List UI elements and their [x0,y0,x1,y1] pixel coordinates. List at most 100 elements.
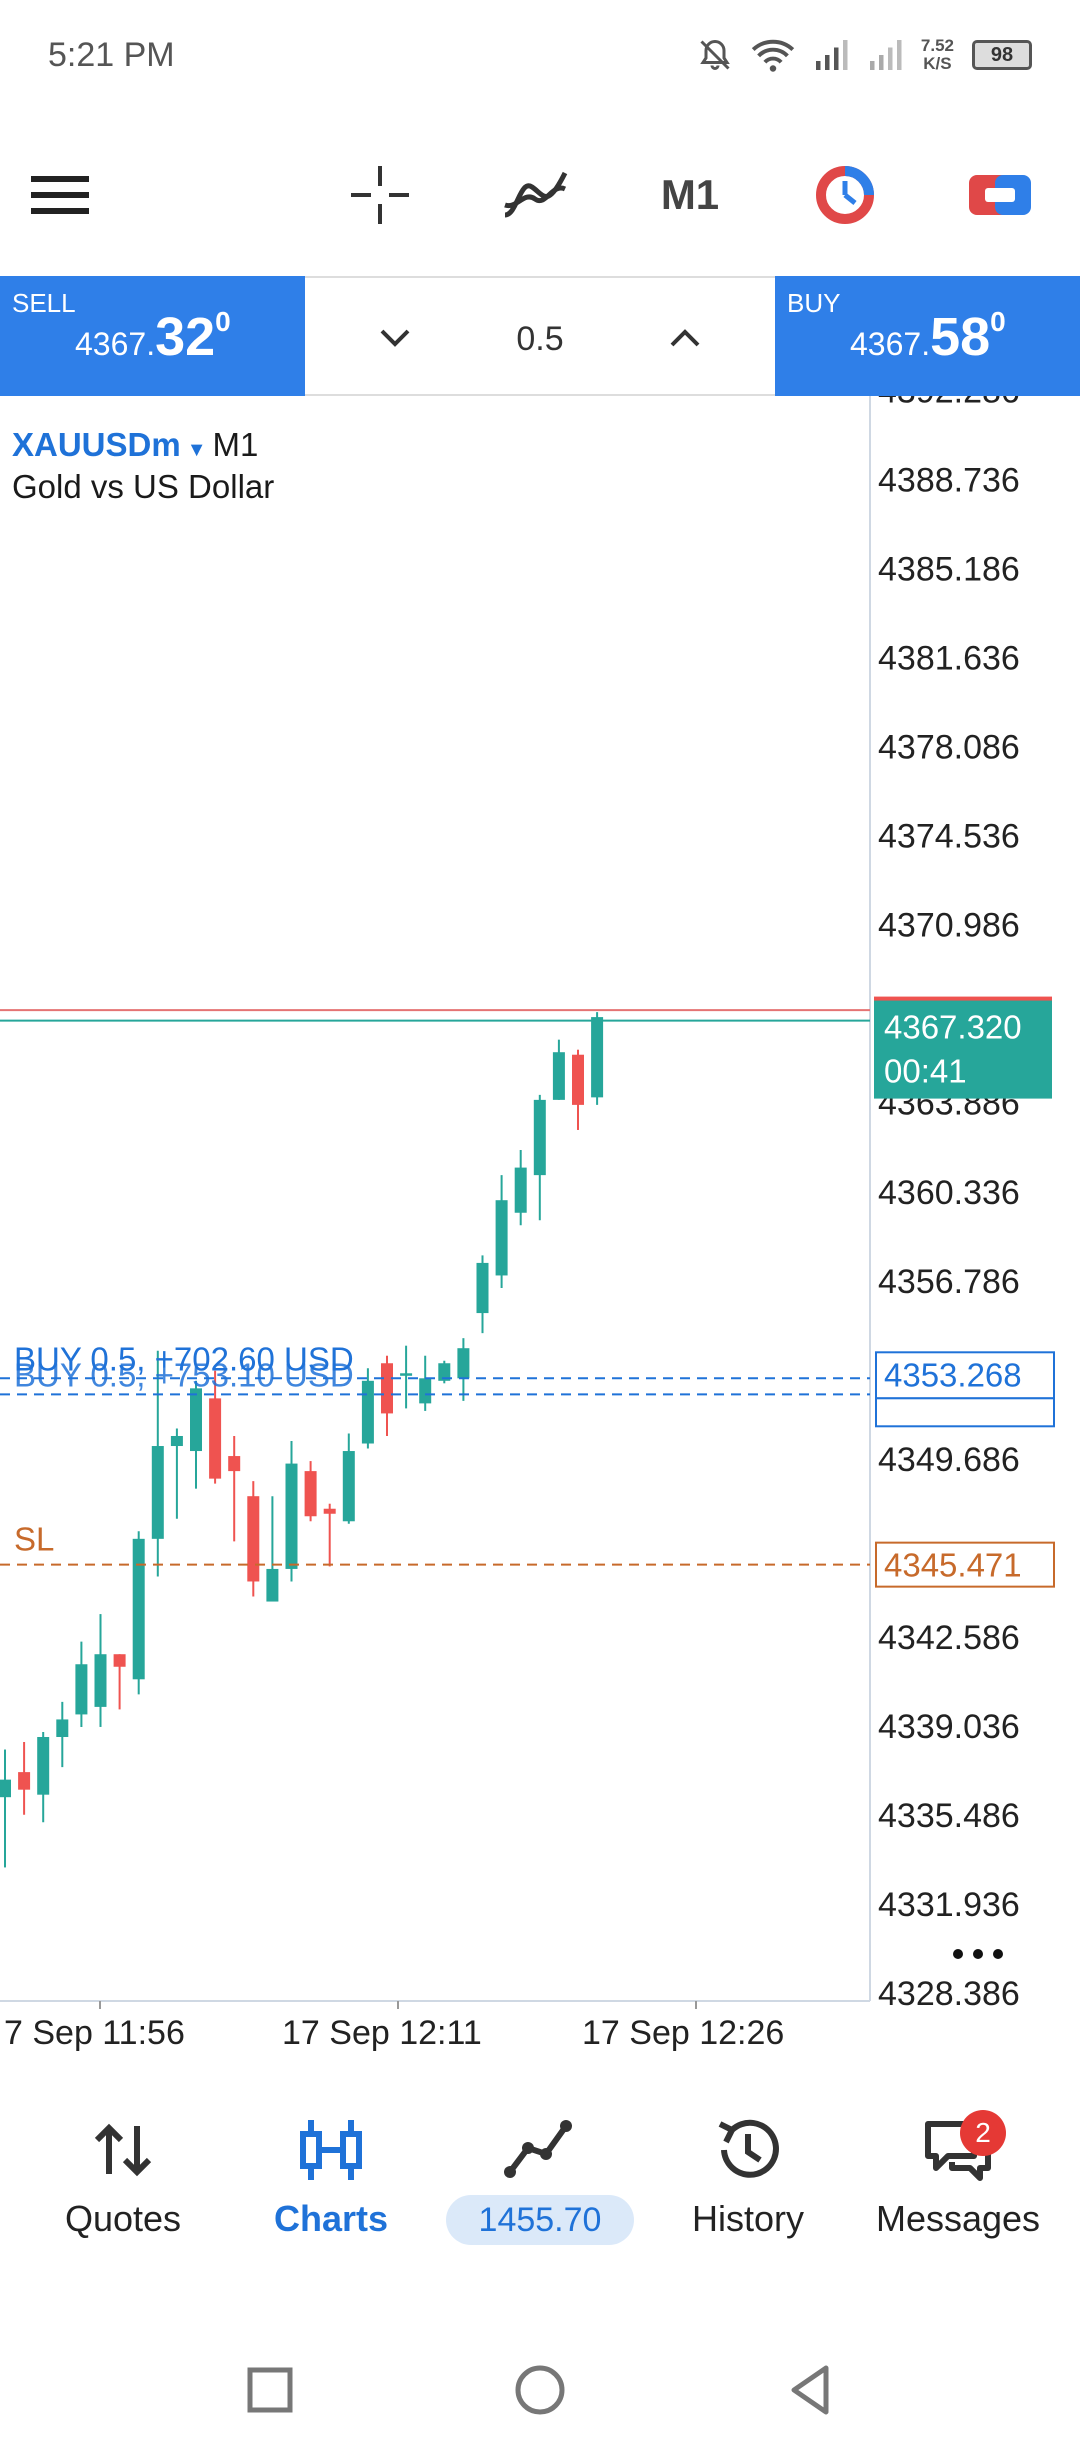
back-icon[interactable] [780,2360,840,2420]
candle-body [533,1099,546,1176]
buy-label: BUY [787,288,841,318]
chevron-down-icon[interactable] [370,313,420,363]
ask-price-marker [874,996,1052,1003]
sell-price-main: 4367. [75,326,156,362]
lot-selector: 0.5 [305,276,775,396]
sell-label: SELL [12,288,76,318]
net-speed-unit: K/S [923,54,952,73]
sell-price-point: 0 [215,306,231,337]
candle-body [209,1398,222,1479]
time-tick-label: 17 Sep 12:26 [582,2014,784,2052]
buy-button[interactable]: BUY 4367.580 [775,276,1080,396]
bottom-navigation: Quotes Charts History Messages 1455.70 [0,2080,1080,2280]
lot-value[interactable]: 0.5 [516,320,564,358]
net-speed-value: 7.52 [920,36,954,55]
buy-price-main: 4367. [850,326,931,362]
network-speed: 7.52 K/S [921,37,954,73]
candle-body [247,1496,260,1582]
caret-down-icon[interactable]: ▼ [186,439,207,461]
nav-messages-label: Messages [875,2198,1041,2239]
candle-body [514,1167,527,1213]
candle-body [361,1380,374,1444]
stop-loss-label: SL [14,1521,54,1558]
candle-countdown: 00:41 [884,1053,967,1090]
candle-body [190,1388,202,1452]
candle-body [552,1052,565,1100]
one-click-trading-icon[interactable] [805,120,885,270]
timeframe-button[interactable]: M1 [650,120,730,270]
price-tick-label: 4335.486 [878,1797,1020,1835]
sell-price-pips: 32 [155,307,216,367]
nav-history[interactable]: History [640,2080,856,2280]
position-label: BUY 0.5, +753.10 USD [14,1356,354,1393]
symbol-timeframe: M1 [212,426,259,463]
mute-icon [700,39,730,70]
candle-body [170,1435,183,1447]
candle-body [94,1654,107,1707]
symbol-description: Gold vs US Dollar [12,468,275,505]
candle-body [304,1471,317,1517]
candle-body [0,1779,11,1798]
indicators-icon[interactable] [495,120,575,270]
buy-price-pips: 58 [930,307,991,367]
stop-loss-tag [875,1541,1055,1588]
symbol-selector[interactable]: XAUUSDm ▼ M1 [12,426,258,464]
price-chart[interactable]: 4392.286 4388.736 4385.186 4381.636 4378.086… [0,396,1080,2066]
nav-charts-label: Charts [273,2198,389,2239]
price-tick-label: 4392.286 [878,396,1020,410]
buy-price: 4367.580 [850,306,1006,368]
candle-body [495,1200,508,1276]
candle-body [266,1568,279,1602]
trade-panel: SELL 4367.320 0.5 BUY 4367.580 [0,276,1080,396]
position-price-tag-2 [875,1397,1055,1428]
crosshair-icon[interactable] [340,120,420,270]
sell-button[interactable]: SELL 4367.320 [0,276,305,396]
wifi-icon [751,39,795,72]
candle-body [132,1538,145,1680]
time-tick-label: 7 Sep 11:56 [4,2014,185,2052]
nav-quotes[interactable]: Quotes [15,2080,231,2280]
candle-body [113,1654,126,1667]
sell-price: 4367.320 [75,306,231,368]
equity-value[interactable]: 1455.70 [446,2195,634,2245]
charts-icon [300,2120,362,2180]
chevron-up-icon[interactable] [660,313,710,363]
home-icon[interactable] [510,2360,570,2420]
candle-body [75,1664,88,1715]
price-tick-label: 4370.986 [878,907,1020,945]
timeframe-label: M1 [660,171,720,218]
nav-messages[interactable]: Messages [850,2080,1066,2280]
candle-body [56,1719,69,1737]
candle-body [400,1373,413,1376]
candle-body [228,1456,241,1472]
quotes-icon [94,2123,152,2177]
candle-body [591,1017,604,1098]
status-bar: 5:21 PM 7.52 K/S 98 [0,0,1080,110]
system-navigation [0,2330,1080,2460]
price-tick-label: 4374.536 [878,818,1020,856]
price-tick-label: 4349.686 [878,1441,1020,1479]
signal-icon-2 [869,40,902,70]
trade-panel-icon[interactable] [960,120,1040,270]
chart-canvas[interactable]: 4392.286 4388.736 4385.186 4381.636 4378.086… [0,396,1080,2066]
candle-body [323,1508,336,1514]
price-tick-label: 4342.586 [878,1619,1020,1657]
candle-body [37,1736,50,1795]
symbol-name[interactable]: XAUUSDm [12,426,181,463]
recents-icon[interactable] [240,2360,300,2420]
position-label: BUY 0.5, +702.60 USD [14,1340,354,1377]
price-tick-label: 4385.186 [878,550,1020,588]
price-tick-label: 4328.386 [878,1975,1020,2013]
candle-body [419,1378,432,1404]
price-tick-label: 4378.086 [878,729,1020,767]
nav-charts[interactable]: Charts [223,2080,439,2280]
candle-body [151,1446,164,1539]
battery-icon: 98 [972,40,1032,70]
status-icons: 7.52 K/S 98 [697,30,1032,80]
messages-badge: 2 [960,2110,1006,2156]
signal-icon [815,40,848,70]
menu-icon[interactable] [20,120,100,270]
nav-trade[interactable] [432,2080,648,2280]
candle-body [438,1363,451,1381]
more-options-icon[interactable] [953,1949,1003,1959]
